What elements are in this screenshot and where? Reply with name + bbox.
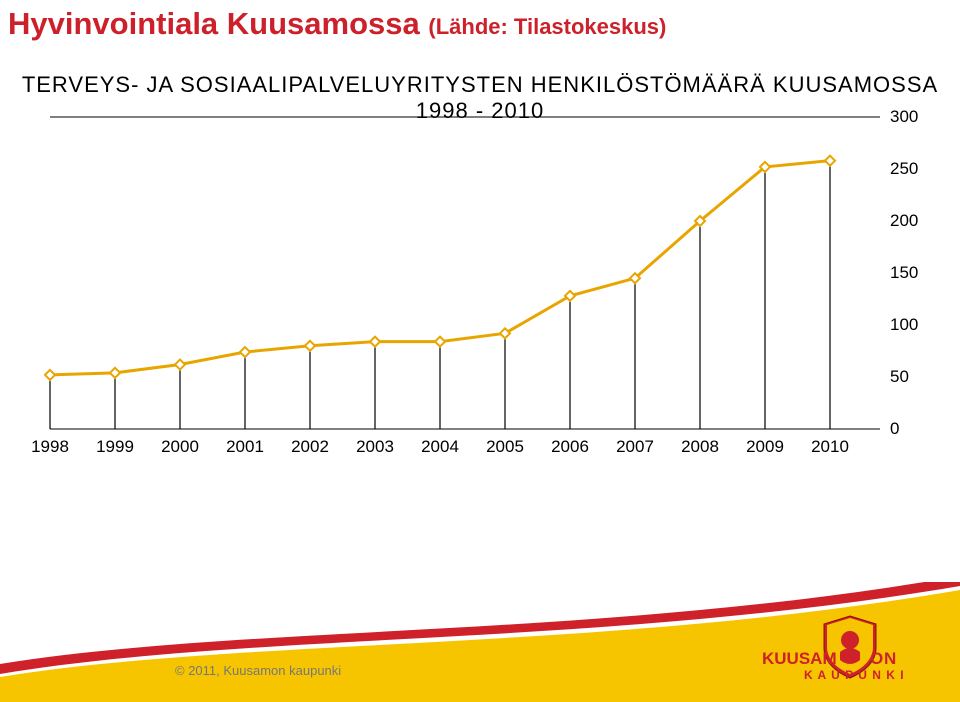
copyright-text: © 2011, Kuusamon kaupunki bbox=[175, 663, 341, 678]
y-axis-label: 150 bbox=[890, 263, 930, 283]
x-axis-label: 2003 bbox=[356, 437, 394, 457]
svg-text:N: N bbox=[884, 649, 896, 668]
x-axis-label: 2006 bbox=[551, 437, 589, 457]
y-axis-label: 50 bbox=[890, 367, 930, 387]
svg-text:KUUSAM: KUUSAM bbox=[762, 649, 837, 668]
y-axis-label: 300 bbox=[890, 107, 930, 127]
svg-text:O: O bbox=[870, 649, 883, 668]
y-axis-label: 250 bbox=[890, 159, 930, 179]
y-axis-label: 100 bbox=[890, 315, 930, 335]
chart-area: 3002502001501005001998199920002001200220… bbox=[40, 112, 880, 452]
page-title: Hyvinvointiala Kuusamossa (Lähde: Tilast… bbox=[8, 6, 666, 42]
x-axis-label: 2000 bbox=[161, 437, 199, 457]
y-axis-label: 200 bbox=[890, 211, 930, 231]
chart-svg bbox=[40, 112, 880, 452]
x-axis-label: 1998 bbox=[31, 437, 69, 457]
x-axis-label: 2007 bbox=[616, 437, 654, 457]
logo: KUUSAM ONK A U P U N K I bbox=[760, 614, 930, 682]
svg-text:K A U P U N K I: K A U P U N K I bbox=[804, 668, 905, 682]
x-axis-label: 2002 bbox=[291, 437, 329, 457]
x-axis-label: 2008 bbox=[681, 437, 719, 457]
page: Hyvinvointiala Kuusamossa (Lähde: Tilast… bbox=[0, 0, 960, 702]
title-main: Hyvinvointiala Kuusamossa bbox=[8, 6, 420, 41]
x-axis-label: 2004 bbox=[421, 437, 459, 457]
x-axis-label: 2001 bbox=[226, 437, 264, 457]
x-axis-label: 2009 bbox=[746, 437, 784, 457]
y-axis-label: 0 bbox=[890, 419, 930, 439]
x-axis-label: 2010 bbox=[811, 437, 849, 457]
x-axis-label: 2005 bbox=[486, 437, 524, 457]
title-sub: (Lähde: Tilastokeskus) bbox=[428, 14, 666, 39]
x-axis-label: 1999 bbox=[96, 437, 134, 457]
